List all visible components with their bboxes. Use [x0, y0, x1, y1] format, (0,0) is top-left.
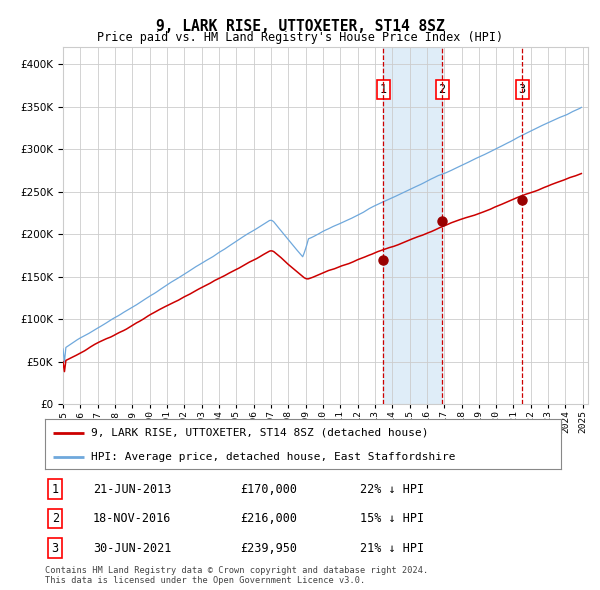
Text: 3: 3 [52, 542, 59, 555]
Text: 1: 1 [379, 83, 386, 96]
Text: 18-NOV-2016: 18-NOV-2016 [93, 512, 172, 525]
Text: Price paid vs. HM Land Registry's House Price Index (HPI): Price paid vs. HM Land Registry's House … [97, 31, 503, 44]
Text: 9, LARK RISE, UTTOXETER, ST14 8SZ: 9, LARK RISE, UTTOXETER, ST14 8SZ [155, 19, 445, 34]
Text: 3: 3 [518, 83, 526, 96]
Text: £239,950: £239,950 [240, 542, 297, 555]
Text: 15% ↓ HPI: 15% ↓ HPI [360, 512, 424, 525]
Text: 30-JUN-2021: 30-JUN-2021 [93, 542, 172, 555]
Text: £170,000: £170,000 [240, 483, 297, 496]
Text: £216,000: £216,000 [240, 512, 297, 525]
Text: 9, LARK RISE, UTTOXETER, ST14 8SZ (detached house): 9, LARK RISE, UTTOXETER, ST14 8SZ (detac… [91, 428, 429, 438]
Text: Contains HM Land Registry data © Crown copyright and database right 2024.
This d: Contains HM Land Registry data © Crown c… [45, 566, 428, 585]
Text: 2: 2 [439, 83, 446, 96]
Bar [383, 47, 442, 404]
Text: 22% ↓ HPI: 22% ↓ HPI [360, 483, 424, 496]
Text: HPI: Average price, detached house, East Staffordshire: HPI: Average price, detached house, East… [91, 451, 456, 461]
Text: 21% ↓ HPI: 21% ↓ HPI [360, 542, 424, 555]
Text: 1: 1 [52, 483, 59, 496]
Text: 21-JUN-2013: 21-JUN-2013 [93, 483, 172, 496]
Text: 2: 2 [52, 512, 59, 525]
